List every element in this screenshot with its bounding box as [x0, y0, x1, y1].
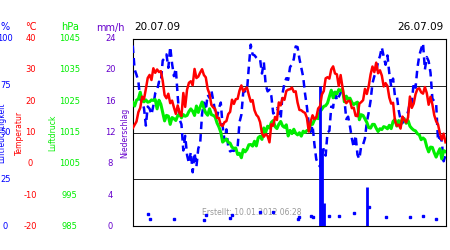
Text: 20: 20	[105, 66, 116, 74]
Text: 0: 0	[3, 222, 8, 231]
Text: 4: 4	[108, 190, 113, 200]
Text: 16: 16	[105, 97, 116, 106]
Text: 1025: 1025	[59, 97, 80, 106]
Text: Temperatur: Temperatur	[15, 110, 24, 154]
Text: 100: 100	[0, 34, 14, 43]
Text: 995: 995	[62, 190, 77, 200]
Text: 0: 0	[28, 159, 33, 168]
Text: 20.07.09: 20.07.09	[134, 22, 180, 32]
Text: Erstellt: 10.01.2012 06:28: Erstellt: 10.01.2012 06:28	[202, 208, 302, 217]
Text: Luftfeuchtigkeit: Luftfeuchtigkeit	[0, 102, 6, 163]
Text: -20: -20	[24, 222, 37, 231]
Text: 1035: 1035	[59, 66, 80, 74]
Text: hPa: hPa	[61, 22, 79, 32]
Text: %: %	[1, 22, 10, 32]
Text: 24: 24	[105, 34, 116, 43]
Text: 26.07.09: 26.07.09	[398, 22, 444, 32]
Text: Luftdruck: Luftdruck	[49, 114, 58, 151]
Text: 50: 50	[0, 128, 11, 137]
Text: 40: 40	[25, 34, 36, 43]
Text: 30: 30	[25, 66, 36, 74]
Text: 25: 25	[0, 175, 11, 184]
Text: 8: 8	[108, 159, 113, 168]
Text: 12: 12	[105, 128, 116, 137]
Text: 20: 20	[25, 97, 36, 106]
Text: 1015: 1015	[59, 128, 80, 137]
Text: 0: 0	[108, 222, 113, 231]
Text: °C: °C	[25, 22, 36, 32]
Text: 1005: 1005	[59, 159, 80, 168]
Text: -10: -10	[24, 190, 37, 200]
Text: Niederschlag: Niederschlag	[121, 108, 130, 158]
Text: 10: 10	[25, 128, 36, 137]
Text: 985: 985	[62, 222, 78, 231]
Text: 75: 75	[0, 81, 11, 90]
Text: mm/h: mm/h	[96, 22, 125, 32]
Text: 1045: 1045	[59, 34, 80, 43]
